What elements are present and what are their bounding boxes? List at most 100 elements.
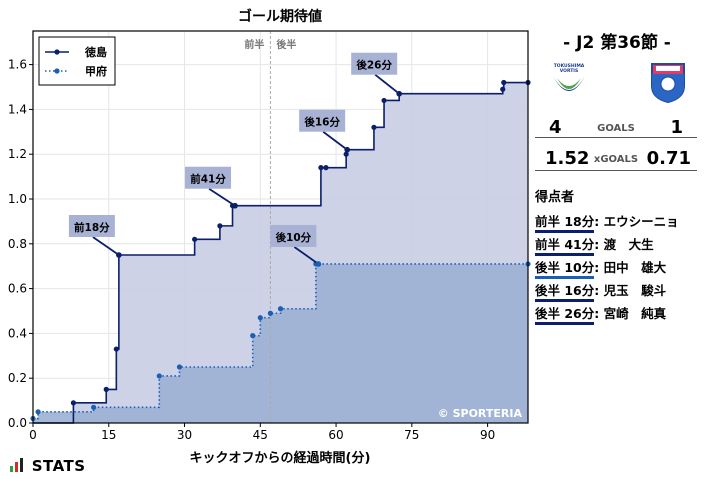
goal-marker [396, 90, 402, 97]
y-tick-label: 0.4 [8, 326, 27, 340]
x-tick-label: 90 [480, 428, 495, 442]
goals-label: GOALS [597, 123, 635, 134]
svg-text:TOKUSHIMA: TOKUSHIMA [554, 63, 585, 69]
goal-marker [315, 261, 322, 267]
scorer-row: 後半 10分: 田中 雄大 [535, 257, 666, 279]
scorer-time: 後半 16分 [535, 280, 595, 302]
first-half-label: 前半 [244, 38, 264, 51]
series-line [33, 81, 528, 424]
y-tick-label: 0.8 [8, 237, 27, 251]
x-axis-label: キックオフからの経過時間(分) [190, 450, 371, 466]
chart-title: ゴール期待値 [238, 8, 322, 25]
legend-label: 甲府 [85, 64, 107, 78]
annotation-box [270, 224, 317, 247]
annotation-box [351, 52, 398, 75]
home-xg: 1.52 [545, 148, 590, 169]
legend-box [38, 36, 116, 86]
scorer-row: 後半 26分: 宮崎 純真 [535, 303, 666, 325]
y-tick-label: 0.0 [8, 416, 27, 430]
divider [535, 137, 697, 138]
data-point [103, 386, 109, 392]
x-tick-label: 75 [404, 428, 419, 442]
data-point [381, 97, 387, 104]
series-line [33, 263, 528, 420]
data-point [323, 165, 329, 171]
xgoals-label: xGOALS [593, 154, 639, 165]
annotation-pointer [208, 187, 236, 207]
data-point [371, 124, 377, 130]
plot-frame [32, 30, 529, 424]
scorer-separator: : [594, 237, 604, 252]
stats-logo: STATS [10, 457, 86, 475]
goal-marker [344, 146, 350, 153]
data-point [91, 404, 97, 410]
home-team-logo: TOKUSHIMA VORTIS [547, 60, 591, 104]
data-point [267, 310, 273, 316]
goals-row: 4 GOALS 1 [535, 117, 697, 141]
data-point [156, 373, 162, 379]
y-tick-label: 0.2 [8, 371, 27, 385]
xgoals-row: 1.52 xGOALS 0.71 [535, 148, 697, 172]
data-point [192, 236, 198, 242]
away-xg: 0.71 [646, 148, 691, 169]
annotation-box [299, 109, 346, 132]
divider [535, 170, 697, 171]
annotation-box [68, 215, 115, 237]
stats-logo-text: STATS [31, 457, 86, 475]
data-point [113, 346, 119, 352]
annotation-label: 前41分 [190, 173, 226, 186]
goal-marker [116, 252, 122, 258]
annotation-label: 後10分 [275, 231, 312, 244]
data-point [343, 151, 349, 157]
away-team-logo [646, 60, 690, 104]
scorer-time: 後半 10分 [535, 257, 595, 279]
annotation-box [185, 166, 232, 189]
scorer-separator: : [594, 260, 604, 275]
scorer-time: 前半 18分 [535, 211, 595, 233]
x-tick-label: 0 [29, 428, 37, 442]
annotation-pointer [374, 74, 400, 95]
data-point [250, 333, 256, 339]
scorer-separator: : [594, 306, 604, 321]
x-tick-label: 15 [101, 428, 116, 442]
legend-marker [54, 49, 60, 55]
x-tick-label: 60 [328, 428, 343, 442]
scorer-separator: : [594, 214, 604, 229]
y-tick-label: 1.2 [8, 147, 27, 161]
second-half-label: 後半 [276, 38, 296, 51]
annotation-label: 後16分 [303, 116, 340, 129]
scorer-separator: : [594, 283, 604, 298]
scorer-row: 前半 18分: エウシーニョ [535, 211, 679, 233]
match-title: - J2 第36節 - [563, 33, 671, 53]
data-point [277, 306, 284, 312]
scorer-time: 前半 41分 [535, 234, 595, 256]
data-point [257, 315, 263, 321]
scorer-name: 宮崎 純真 [603, 306, 667, 321]
data-point [217, 223, 223, 229]
annotation-pointer [322, 131, 348, 151]
annotation-pointer [293, 246, 319, 265]
scorer-name: エウシーニョ [603, 214, 679, 229]
data-point [176, 364, 183, 370]
annotation-label: 前18分 [74, 221, 110, 234]
x-tick-label: 45 [253, 428, 268, 442]
scorer-name: 渡 大生 [603, 237, 654, 252]
annotation-label: 後26分 [355, 59, 392, 72]
away-goals: 1 [670, 117, 683, 138]
stats-logo-icon [10, 458, 23, 472]
watermark: © SPORTERIA [438, 407, 523, 420]
svg-text:VORTIS: VORTIS [560, 68, 578, 74]
scorer-name: 児玉 駿斗 [603, 283, 667, 298]
goal-marker [232, 202, 238, 209]
scorer-row: 前半 41分: 渡 大生 [535, 234, 654, 256]
data-point [70, 400, 77, 406]
legend-marker [54, 68, 60, 74]
scorer-row: 後半 16分: 児玉 駿斗 [535, 280, 666, 302]
scorers-heading: 得点者 [535, 190, 575, 205]
annotation-pointer [92, 236, 120, 256]
y-tick-label: 0.6 [8, 282, 27, 296]
y-tick-label: 1.0 [8, 192, 27, 206]
data-point [500, 86, 506, 92]
